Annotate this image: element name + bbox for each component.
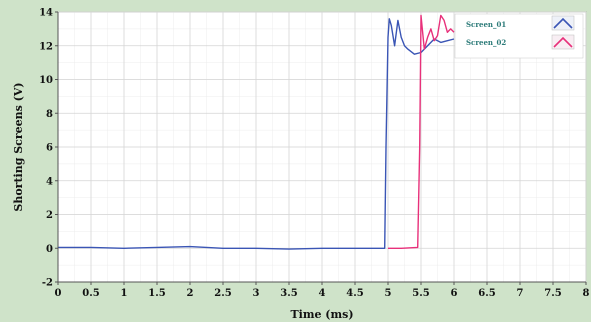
y-axis-title: Shorting Screens (V)	[12, 82, 25, 211]
legend-swatch-screen-01	[551, 15, 575, 31]
x-tick-label: 7.5	[544, 288, 561, 299]
x-tick-label: 0	[55, 288, 62, 299]
x-axis-title: Time (ms)	[290, 308, 353, 321]
x-tick-label: 1	[121, 288, 128, 299]
x-tick-label: 3.5	[280, 288, 297, 299]
y-tick-label: 14	[39, 8, 53, 19]
y-tick-label: -2	[42, 278, 53, 289]
y-tick-label: 10	[39, 75, 53, 86]
legend-line-screen-02	[553, 36, 573, 48]
series-line-screen-02	[388, 14, 455, 250]
y-tick-label: 2	[46, 210, 53, 221]
x-tick-label: 6.5	[478, 288, 495, 299]
legend-label-screen-01: Screen_01	[466, 20, 506, 29]
x-tick-label: 0.5	[82, 288, 99, 299]
x-tick-label: 8	[583, 288, 590, 299]
x-tick-label: 4.5	[346, 288, 363, 299]
series-layer	[58, 14, 455, 250]
series-line-screen-01	[58, 18, 455, 250]
legend-line-screen-01	[553, 17, 573, 29]
y-tick-label: 0	[46, 244, 53, 255]
x-tick-label: 4	[319, 288, 326, 299]
y-tick-label: 12	[39, 41, 53, 52]
axes-layer: 0 0.5 1 1.5 2 2.5 3 3.5 4 4.5 5 5.5 6 6.5 7 7.5 8-202468…	[39, 8, 589, 300]
x-tick-label: 3	[253, 288, 260, 299]
x-tick-label: 2	[187, 288, 194, 299]
legend-swatch-screen-02	[551, 34, 575, 50]
x-tick-label: 1.5	[148, 288, 165, 299]
y-tick-label: 8	[46, 109, 53, 120]
y-tick-label: 4	[46, 176, 53, 187]
x-tick-label: 7	[517, 288, 524, 299]
x-tick-label: 2.5	[214, 288, 231, 299]
legend-label-screen-02: Screen_02	[466, 38, 506, 47]
x-tick-label: 5	[385, 288, 392, 299]
legend: Screen_01 Screen_02	[454, 13, 584, 59]
y-tick-label: 6	[46, 143, 53, 154]
x-tick-label: 6	[451, 288, 458, 299]
x-tick-label: 5.5	[412, 288, 429, 299]
